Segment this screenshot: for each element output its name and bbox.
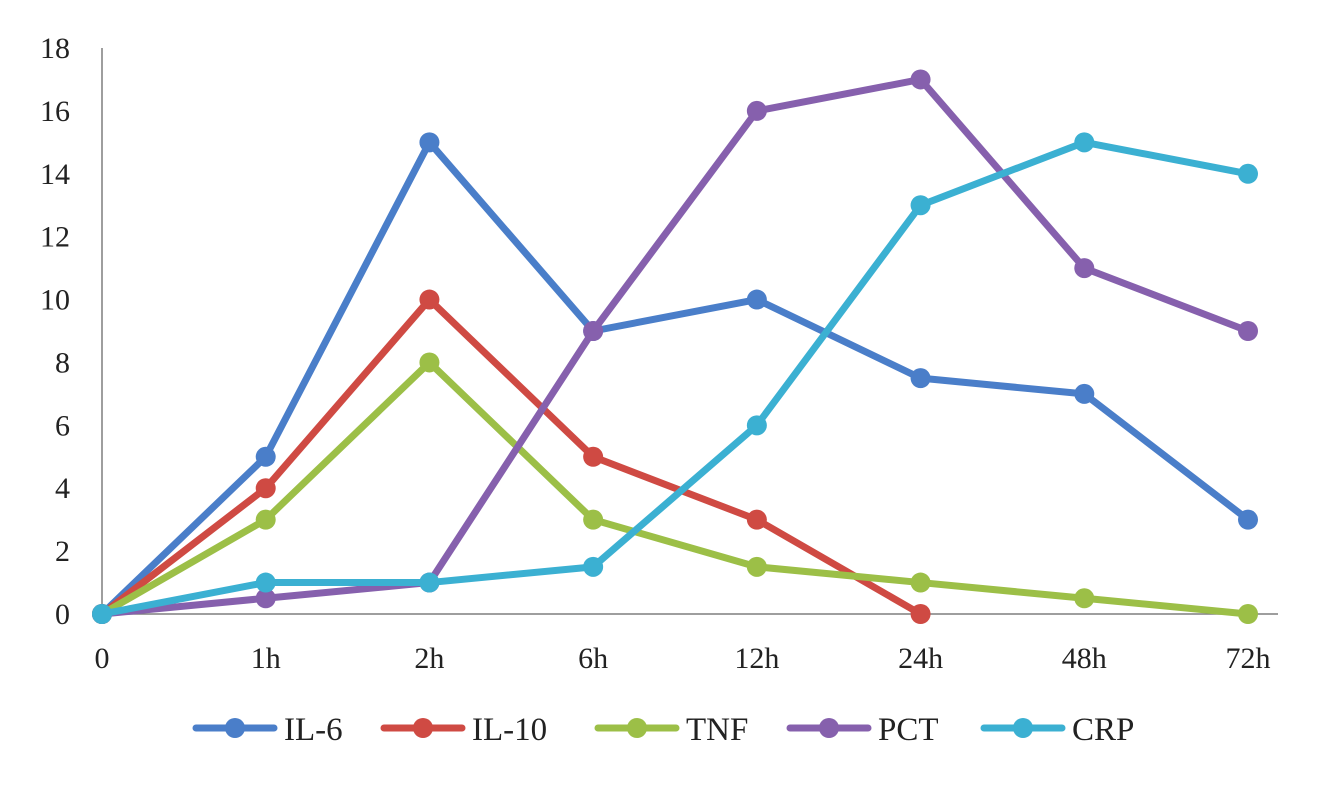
legend-swatch-marker [413, 718, 433, 738]
data-point-crp [746, 415, 767, 436]
data-point-il6 [910, 368, 931, 389]
axes [101, 48, 1278, 615]
y-tick-label: 0 [55, 598, 70, 631]
x-tick-label: 1h [251, 642, 281, 675]
data-point-tnf [1238, 604, 1258, 624]
legend-item-il6: IL-6 [192, 712, 343, 748]
y-axis-ticks: 0 2 4 6 8 10 12 14 16 18 [40, 32, 70, 631]
legend-label: IL-6 [284, 712, 343, 748]
data-point-crp [1074, 132, 1095, 153]
data-point-tnf [255, 509, 276, 530]
legend-item-tnf: TNF [594, 712, 748, 748]
y-tick-label: 12 [40, 221, 70, 254]
legend-swatch-marker [1013, 718, 1033, 738]
data-point-tnf [746, 556, 767, 577]
y-tick-label: 4 [55, 472, 70, 505]
data-point-il10 [910, 604, 931, 624]
y-tick-label: 16 [40, 95, 70, 128]
plot-series [92, 69, 1258, 624]
x-tick-label: 12h [734, 642, 779, 675]
x-tick-label: 72h [1226, 642, 1271, 675]
data-point-tnf [910, 572, 931, 593]
data-point-il6 [1238, 509, 1258, 530]
x-tick-label: 48h [1062, 642, 1107, 675]
y-tick-label: 14 [40, 158, 70, 191]
data-point-il6 [1074, 383, 1095, 404]
series-line-crp [98, 138, 1252, 618]
legend-item-il10: IL-10 [380, 712, 547, 748]
y-tick-label: 18 [40, 32, 70, 65]
data-point-crp [583, 556, 604, 577]
data-point-il10 [746, 509, 767, 530]
legend-swatch-marker [627, 718, 647, 738]
legend: IL-6 IL-10 TNF PCT CRP [192, 712, 1134, 748]
y-tick-label: 6 [55, 409, 70, 442]
data-point-il6 [255, 446, 276, 467]
data-point-pct [746, 100, 767, 121]
data-point-crp [255, 572, 276, 593]
legend-label: TNF [686, 712, 748, 748]
x-tick-label: 6h [578, 642, 608, 675]
legend-label: CRP [1072, 712, 1134, 748]
data-point-crp [1238, 163, 1258, 184]
legend-label: PCT [878, 712, 939, 748]
x-tick-label: 24h [898, 642, 943, 675]
series-line-tnf [98, 358, 1252, 618]
data-point-il6 [419, 132, 440, 153]
data-point-crp [92, 604, 112, 624]
data-point-tnf [419, 352, 440, 373]
legend-item-crp: CRP [980, 712, 1134, 748]
y-tick-label: 8 [55, 346, 70, 379]
data-point-pct [583, 321, 604, 341]
legend-swatch-marker [225, 718, 245, 738]
data-point-crp [910, 195, 931, 216]
data-point-pct [1074, 258, 1095, 279]
series-crp [92, 132, 1258, 624]
series-line-il6 [98, 138, 1252, 618]
data-point-il10 [419, 289, 440, 310]
series-il6 [92, 132, 1258, 624]
x-axis-ticks: 0 1h 2h 6h 12h 24h 48h 72h [95, 642, 1271, 675]
y-tick-label: 2 [55, 535, 70, 568]
legend-item-pct: PCT [786, 712, 939, 748]
series-tnf [92, 352, 1258, 624]
data-point-il10 [255, 478, 276, 499]
legend-label: IL-10 [472, 712, 547, 748]
legend-swatch-marker [819, 718, 839, 738]
data-point-pct [1238, 321, 1258, 341]
data-point-il10 [583, 446, 604, 467]
x-tick-label: 0 [95, 642, 110, 675]
data-point-tnf [1074, 588, 1095, 609]
series-line-il10 [98, 296, 925, 618]
data-point-crp [419, 572, 440, 593]
series-line-pct [98, 75, 1252, 618]
data-point-pct [910, 69, 931, 90]
x-tick-label: 2h [414, 642, 444, 675]
data-point-tnf [583, 509, 604, 530]
y-tick-label: 10 [40, 284, 70, 317]
data-point-il6 [746, 289, 767, 310]
series-il10 [92, 289, 931, 624]
data-point-pct [255, 588, 276, 609]
